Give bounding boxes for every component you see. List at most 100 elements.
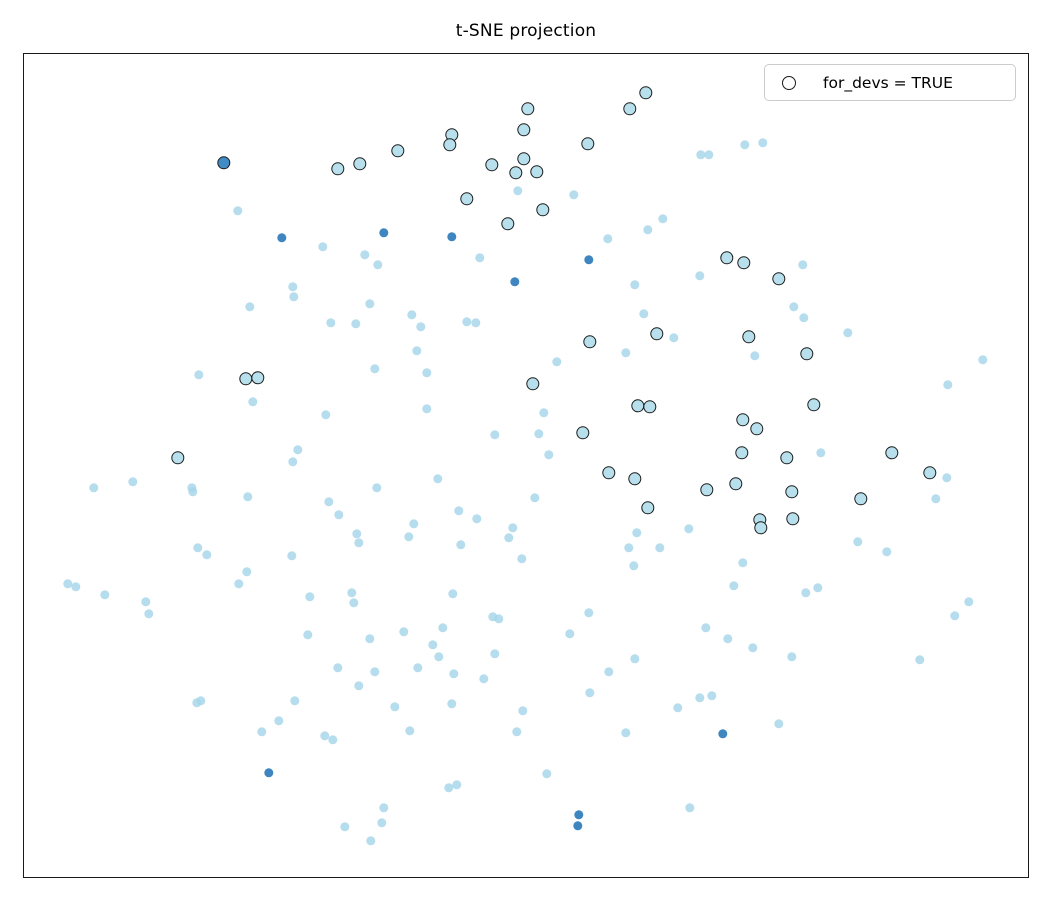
scatter-point-light [289,292,299,302]
scatter-point-light [320,731,330,741]
scatter-point-fordevs [885,446,899,460]
scatter-point-light [243,492,253,502]
scatter-point-fordevs [780,451,794,465]
scatter-point-light [89,483,99,493]
scatter-point-fordevs [786,512,800,526]
scatter-point-light [673,703,683,713]
scatter-point-light [964,597,974,607]
scatter-point-light [853,537,863,547]
scatter-point-light [234,579,244,589]
scatter-point-light [630,654,640,664]
scatter-point-light [404,532,414,542]
scatter-point-dark [379,228,389,238]
scatter-point-light [407,310,417,320]
scatter-point-light [456,540,466,550]
scatter-point-light [347,588,357,598]
scatter-point-light [799,313,809,323]
scatter-point-light [354,538,364,548]
scatter-point-light [349,598,359,608]
scatter-point-fordevs [602,466,616,480]
scatter-point-light [701,623,711,633]
scatter-point-light [488,612,498,622]
scatter-point-light [428,640,438,650]
scatter-point-light [490,430,500,440]
scatter-point-light [447,699,457,709]
scatter-point-light [723,634,733,644]
scatter-point-fordevs [353,157,367,171]
scatter-point-fordevs [251,371,265,385]
scatter-point-light [950,611,960,621]
scatter-point-light [603,234,613,244]
scatter-point-fordevs [331,162,345,176]
scatter-point-light [801,588,811,598]
scatter-point-light [370,667,380,677]
scatter-point-light [242,567,252,577]
scatter-point-light [333,663,343,673]
scatter-point-fordevs [623,102,637,116]
scatter-point-light [508,523,518,533]
scatter-point-light [354,681,364,691]
scatter-point-fordevs [750,422,764,436]
scatter-point-light [141,597,151,607]
scatter-point-light [729,581,739,591]
scatter-point-light [584,608,594,618]
scatter-point-light [534,429,544,439]
scatter-point-fordevs [443,138,457,152]
scatter-point-light [707,691,717,701]
scatter-point-fordevs [641,501,655,515]
scatter-point-fordevs [754,521,768,535]
scatter-point-light [409,519,419,529]
scatter-point-light [422,368,432,378]
scatter-point-light [193,543,203,553]
scatter-point-dark [264,768,274,778]
scatter-point-light [366,836,376,846]
scatter-point-fordevs [785,485,799,499]
scatter-point-light [643,225,653,235]
scatter-point-light [658,214,668,224]
scatter-point-light [542,769,552,779]
scatter-point-fordevs [460,192,474,206]
scatter-point-light [334,510,344,520]
scatter-point-light [274,716,284,726]
open-circle-marker-icon [782,75,796,90]
scatter-point-light [303,630,313,640]
scatter-point-light [621,728,631,738]
scatter-point-fordevs [581,137,595,151]
scatter-point-light [471,318,481,328]
scatter-point-light [351,319,361,329]
scatter-point-light [360,250,370,260]
scatter-point-light [444,783,454,793]
scatter-point-light [257,727,267,737]
scatter-point-light [365,634,375,644]
scatter-point-light [789,302,799,312]
scatter-point-light [422,404,432,414]
scatter-point-light [513,186,523,196]
scatter-point-light [288,457,298,467]
scatter-point-light [704,150,714,160]
scatter-point-light [518,706,528,716]
scatter-point-light [454,506,464,516]
scatter-point-light [798,260,808,270]
scatter-point-light [399,627,409,637]
scatter-point-light [202,550,212,560]
scatter-point-light [738,558,748,568]
scatter-point-fordevs [171,451,185,465]
scatter-point-light [405,726,415,736]
scatter-point-light [372,483,382,493]
scatter-point-light [604,667,614,677]
scatter-point-light [475,253,485,263]
scatter-point-light [324,497,334,507]
scatter-point-light [245,302,255,312]
scatter-point-light [816,448,826,458]
scatter-point-fordevs [737,256,751,270]
scatter-point-fordevs [536,203,550,217]
scatter-point-fordevs [772,272,786,286]
scatter-points-layer [24,54,1028,877]
scatter-point-light [942,473,952,483]
scatter-point-light [585,688,595,698]
scatter-point-fordevs [800,347,814,361]
scatter-point-dark [277,233,287,243]
scatter-point-light [695,271,705,281]
scatter-point-fordevs [391,144,405,158]
